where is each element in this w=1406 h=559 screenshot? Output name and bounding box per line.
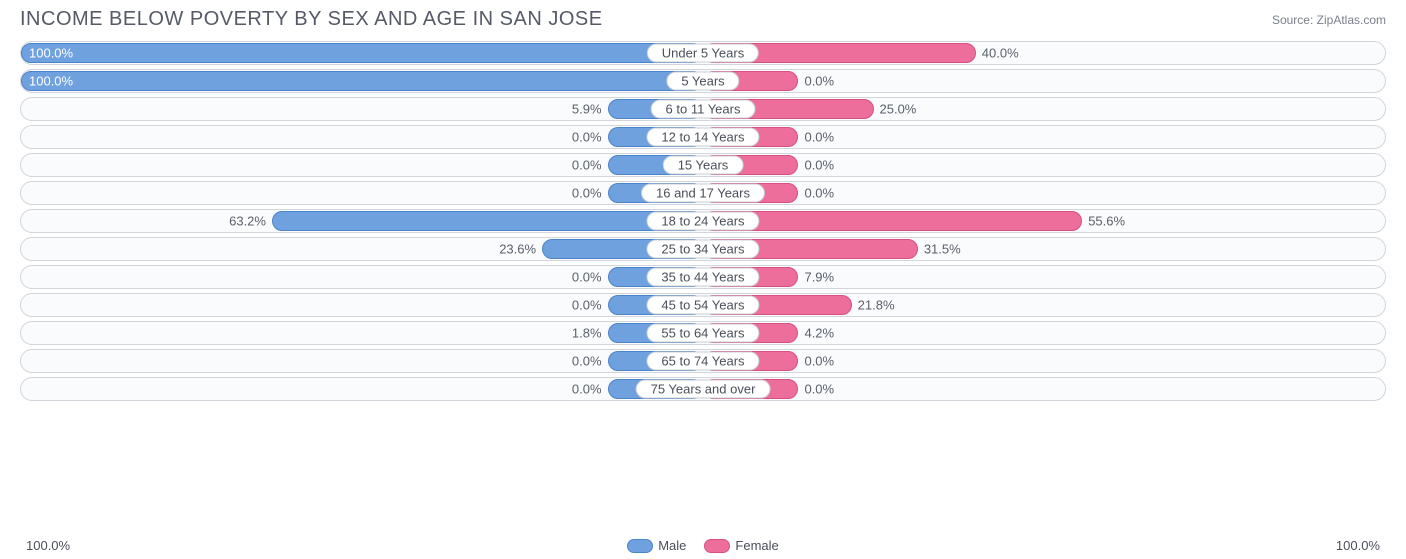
male-pct-label: 0.0%	[572, 354, 602, 369]
row-track: 35 to 44 Years 0.0% 7.9%	[20, 265, 1386, 289]
female-pct-label: 40.0%	[982, 46, 1019, 61]
age-label: 35 to 44 Years	[646, 268, 759, 287]
chart-title: INCOME BELOW POVERTY BY SEX AND AGE IN S…	[20, 8, 603, 31]
chart-row: 55 to 64 Years 1.8% 4.2%	[20, 321, 1386, 345]
chart-row: 18 to 24 Years 63.2% 55.6%	[20, 209, 1386, 233]
female-pct-label: 0.0%	[804, 354, 834, 369]
male-pct-label: 0.0%	[572, 158, 602, 173]
chart-source: Source: ZipAtlas.com	[1272, 13, 1386, 27]
legend-swatch-male	[627, 539, 653, 553]
row-track: 12 to 14 Years 0.0% 0.0%	[20, 125, 1386, 149]
male-pct-label: 0.0%	[572, 270, 602, 285]
chart-area: Under 5 Years 100.0% 40.0% 5 Years 100.0% 0.0…	[0, 35, 1406, 401]
row-track: 5 Years 100.0% 0.0%	[20, 69, 1386, 93]
chart-row: 6 to 11 Years 5.9% 25.0%	[20, 97, 1386, 121]
chart-row: 75 Years and over 0.0% 0.0%	[20, 377, 1386, 401]
male-pct-label: 0.0%	[572, 130, 602, 145]
female-pct-label: 25.0%	[880, 102, 917, 117]
female-pct-label: 0.0%	[804, 74, 834, 89]
male-pct-label: 23.6%	[499, 242, 536, 257]
legend-swatch-female	[704, 539, 730, 553]
age-label: 15 Years	[663, 156, 744, 175]
axis-max-left: 100.0%	[26, 538, 70, 553]
male-pct-label: 100.0%	[29, 46, 73, 61]
age-label: 65 to 74 Years	[646, 352, 759, 371]
female-pct-label: 31.5%	[924, 242, 961, 257]
legend-label-male: Male	[658, 538, 686, 553]
chart-row: 25 to 34 Years 23.6% 31.5%	[20, 237, 1386, 261]
chart-header: INCOME BELOW POVERTY BY SEX AND AGE IN S…	[0, 0, 1406, 35]
female-pct-label: 0.0%	[804, 158, 834, 173]
age-label: 55 to 64 Years	[646, 324, 759, 343]
age-label: 16 and 17 Years	[641, 184, 765, 203]
female-pct-label: 0.0%	[804, 130, 834, 145]
female-pct-label: 0.0%	[804, 186, 834, 201]
row-track: 65 to 74 Years 0.0% 0.0%	[20, 349, 1386, 373]
legend: Male Female	[627, 538, 779, 553]
age-label: 25 to 34 Years	[646, 240, 759, 259]
axis-max-right: 100.0%	[1336, 538, 1380, 553]
age-label: 5 Years	[666, 72, 739, 91]
male-pct-label: 1.8%	[572, 326, 602, 341]
row-track: 15 Years 0.0% 0.0%	[20, 153, 1386, 177]
row-track: 55 to 64 Years 1.8% 4.2%	[20, 321, 1386, 345]
chart-row: 5 Years 100.0% 0.0%	[20, 69, 1386, 93]
male-pct-label: 100.0%	[29, 74, 73, 89]
chart-row: 15 Years 0.0% 0.0%	[20, 153, 1386, 177]
chart-row: Under 5 Years 100.0% 40.0%	[20, 41, 1386, 65]
chart-row: 45 to 54 Years 0.0% 21.8%	[20, 293, 1386, 317]
age-label: Under 5 Years	[647, 44, 759, 63]
chart-footer: 100.0% Male Female 100.0%	[0, 538, 1406, 553]
male-bar	[21, 43, 703, 63]
female-pct-label: 0.0%	[804, 382, 834, 397]
age-label: 18 to 24 Years	[646, 212, 759, 231]
male-pct-label: 0.0%	[572, 382, 602, 397]
female-pct-label: 21.8%	[858, 298, 895, 313]
age-label: 45 to 54 Years	[646, 296, 759, 315]
male-pct-label: 0.0%	[572, 186, 602, 201]
age-label: 75 Years and over	[636, 380, 771, 399]
age-label: 6 to 11 Years	[651, 100, 756, 119]
female-pct-label: 4.2%	[804, 326, 834, 341]
male-pct-label: 5.9%	[572, 102, 602, 117]
female-bar	[703, 211, 1082, 231]
age-label: 12 to 14 Years	[646, 128, 759, 147]
legend-item-male: Male	[627, 538, 686, 553]
male-pct-label: 0.0%	[572, 298, 602, 313]
row-track: 45 to 54 Years 0.0% 21.8%	[20, 293, 1386, 317]
row-track: 6 to 11 Years 5.9% 25.0%	[20, 97, 1386, 121]
chart-row: 65 to 74 Years 0.0% 0.0%	[20, 349, 1386, 373]
chart-row: 16 and 17 Years 0.0% 0.0%	[20, 181, 1386, 205]
female-pct-label: 55.6%	[1088, 214, 1125, 229]
male-pct-label: 63.2%	[229, 214, 266, 229]
chart-row: 12 to 14 Years 0.0% 0.0%	[20, 125, 1386, 149]
row-track: 25 to 34 Years 23.6% 31.5%	[20, 237, 1386, 261]
female-pct-label: 7.9%	[804, 270, 834, 285]
row-track: 18 to 24 Years 63.2% 55.6%	[20, 209, 1386, 233]
row-track: Under 5 Years 100.0% 40.0%	[20, 41, 1386, 65]
row-track: 16 and 17 Years 0.0% 0.0%	[20, 181, 1386, 205]
legend-item-female: Female	[704, 538, 778, 553]
male-bar	[21, 71, 703, 91]
row-track: 75 Years and over 0.0% 0.0%	[20, 377, 1386, 401]
legend-label-female: Female	[735, 538, 778, 553]
male-bar	[272, 211, 703, 231]
chart-row: 35 to 44 Years 0.0% 7.9%	[20, 265, 1386, 289]
